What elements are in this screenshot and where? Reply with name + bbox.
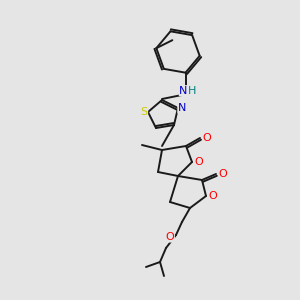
Text: O: O xyxy=(208,191,217,201)
Text: S: S xyxy=(140,107,148,117)
Text: O: O xyxy=(166,232,174,242)
Text: N: N xyxy=(179,86,188,96)
Text: O: O xyxy=(219,169,227,179)
Text: H: H xyxy=(188,86,197,96)
Text: O: O xyxy=(195,157,203,167)
Text: O: O xyxy=(202,133,211,143)
Text: N: N xyxy=(178,103,186,113)
